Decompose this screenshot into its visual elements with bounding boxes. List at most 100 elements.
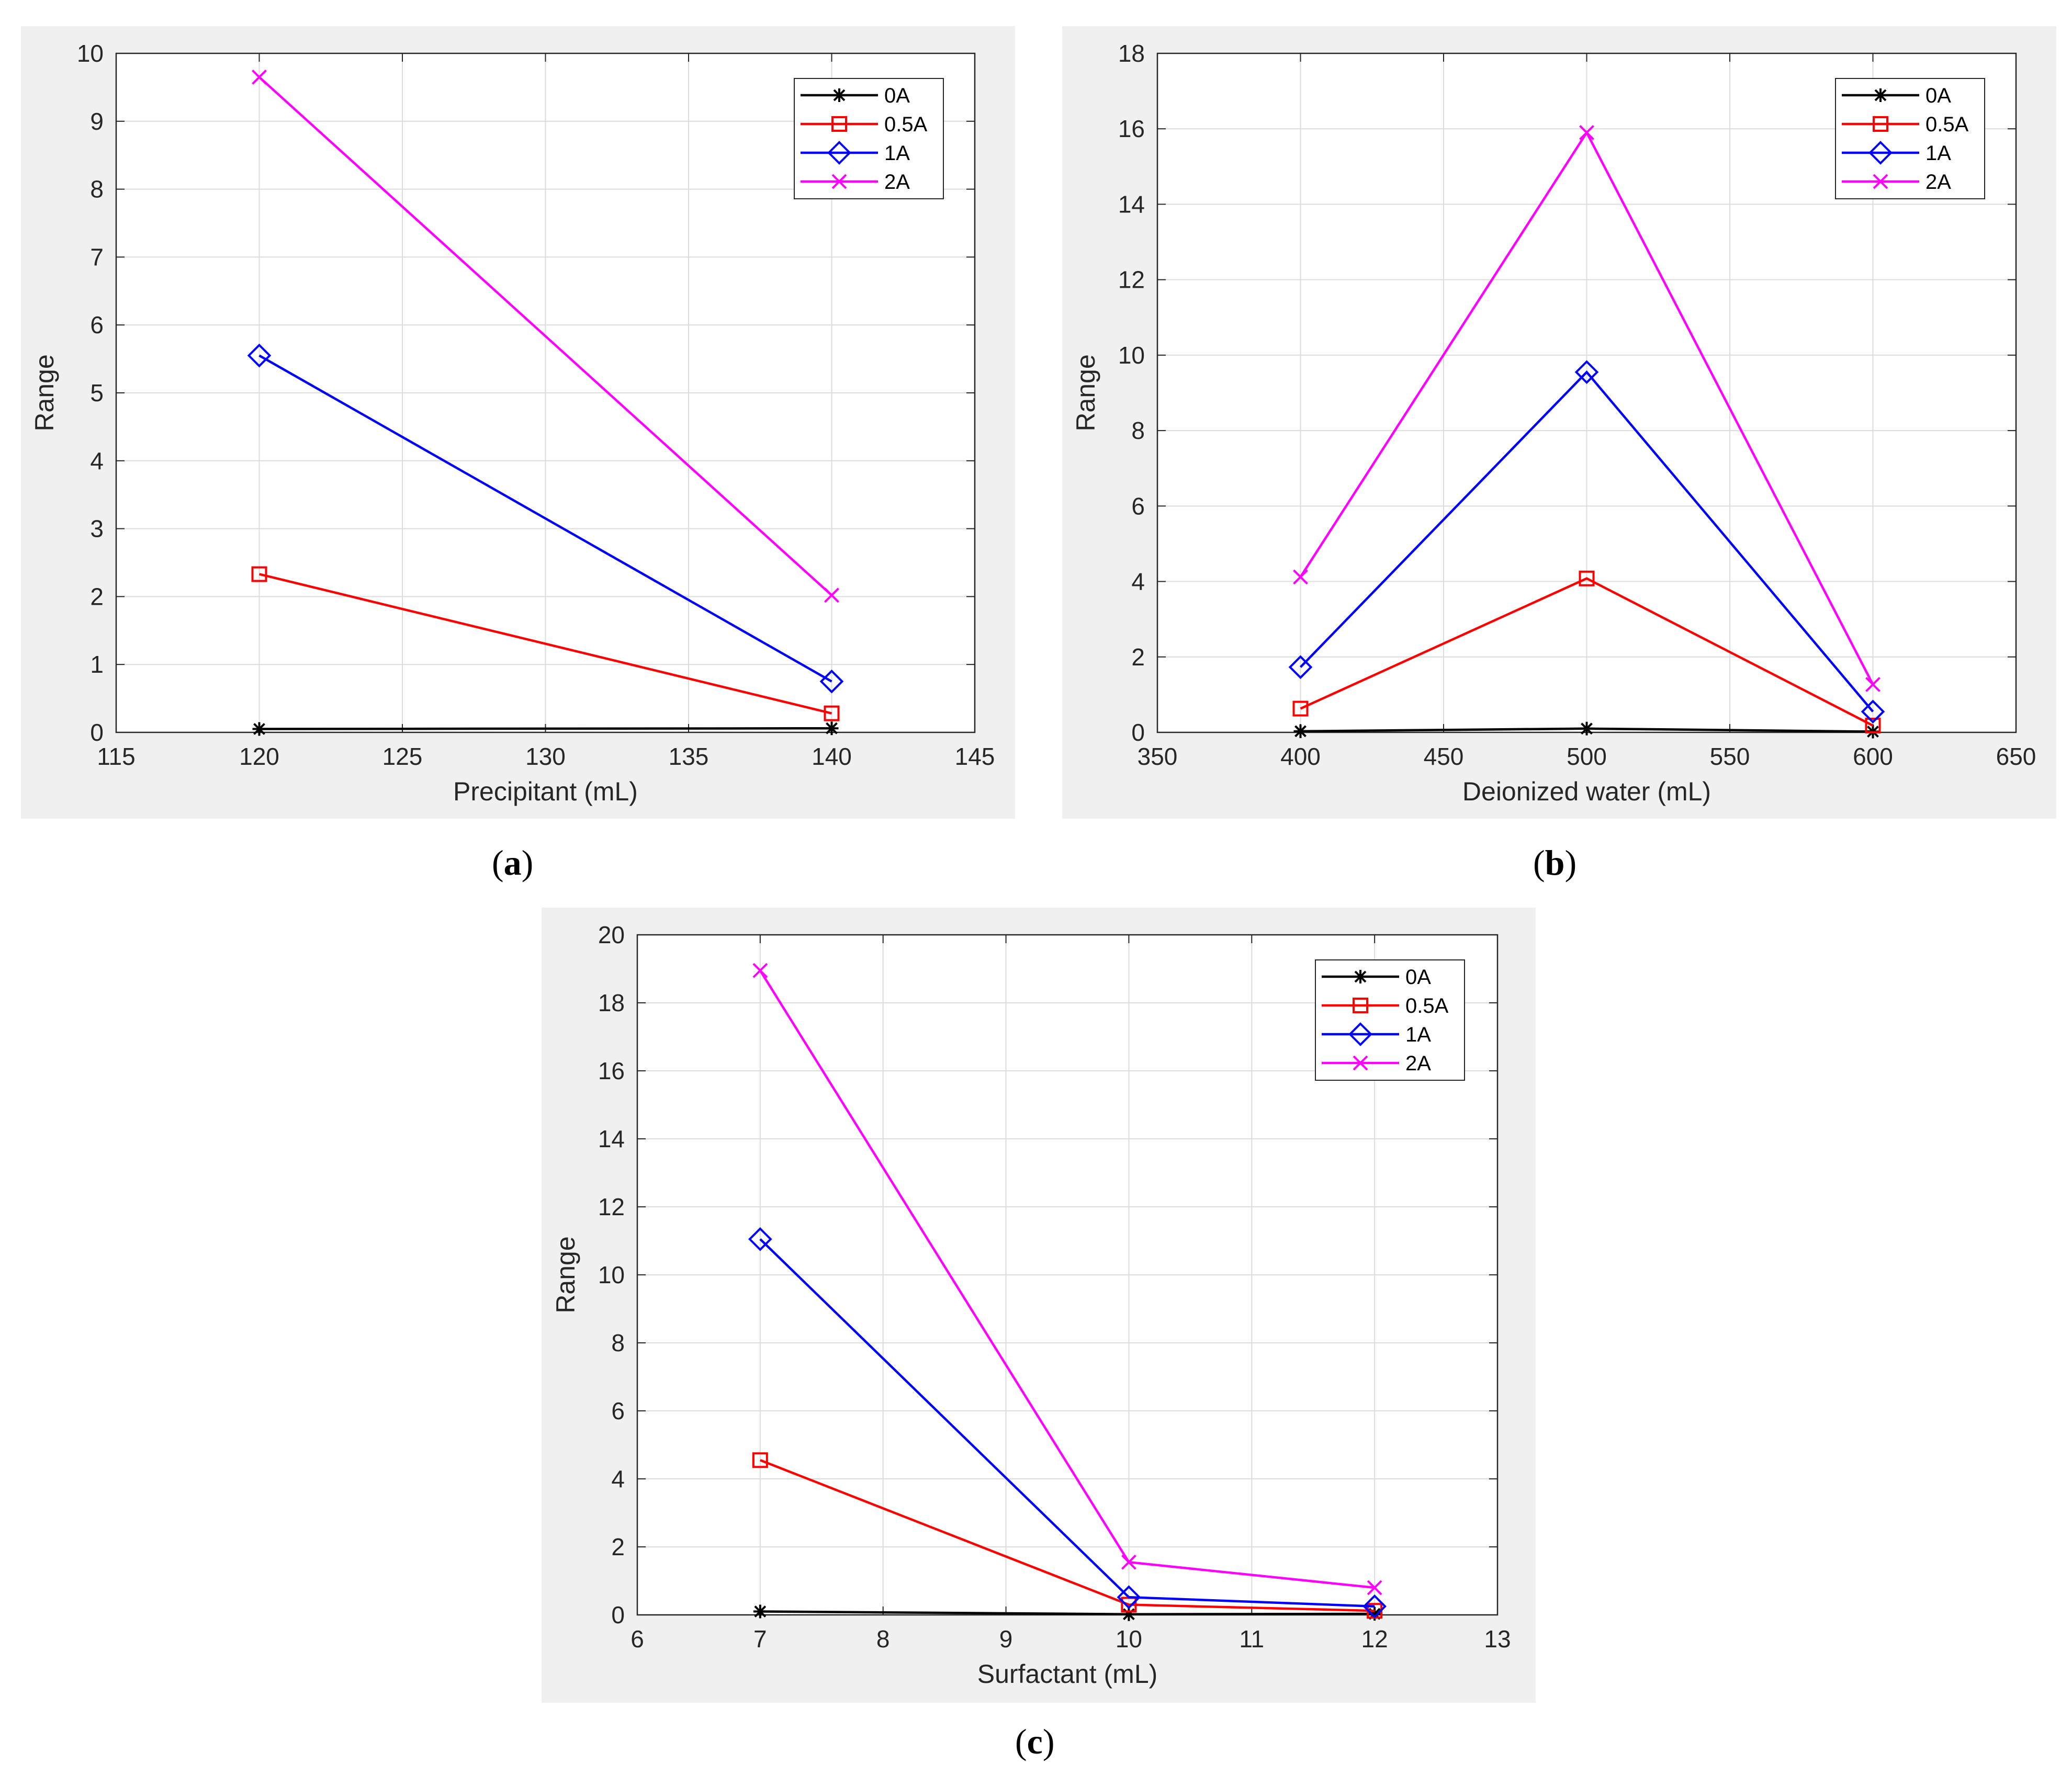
data-point xyxy=(1121,1554,1136,1570)
y-tick-label: 12 xyxy=(1118,266,1145,293)
series-0-5A xyxy=(1292,570,1881,734)
series-line xyxy=(759,1238,1375,1608)
data-point xyxy=(753,1604,767,1619)
x-tick-label: 400 xyxy=(1280,743,1321,770)
y-tick-label: 14 xyxy=(598,1125,625,1152)
y-tick-label: 8 xyxy=(90,176,104,203)
y-tick-label: 8 xyxy=(611,1329,625,1356)
x-tick-label: 13 xyxy=(1484,1625,1511,1653)
y-tick-label: 10 xyxy=(77,40,104,67)
caption-b: (b) xyxy=(1533,843,1577,883)
legend-marker xyxy=(832,88,846,102)
y-axis-label: Range xyxy=(551,1236,580,1313)
data-point xyxy=(1579,125,1594,140)
series-2A xyxy=(252,70,839,603)
y-tick-label: 10 xyxy=(598,1261,625,1288)
x-tick-label: 9 xyxy=(999,1625,1013,1653)
data-point xyxy=(1580,721,1594,736)
data-point xyxy=(824,705,840,721)
x-tick-label: 10 xyxy=(1116,1625,1142,1653)
data-point xyxy=(748,1227,772,1251)
legend-label: 2A xyxy=(1925,171,1951,194)
series-2A xyxy=(752,963,1382,1596)
ticks: 350 400 450 500 550 600 650 0 2 4 6 8 10 12 14 16 18 xyxy=(1118,40,2036,770)
series-line xyxy=(760,1459,1375,1612)
legend-label: 2A xyxy=(884,171,910,194)
y-tick-label: 20 xyxy=(598,921,625,948)
legend-marker xyxy=(1353,998,1368,1013)
x-tick-label: 7 xyxy=(753,1625,767,1653)
series-2A xyxy=(1293,125,1880,692)
legend-marker xyxy=(1354,970,1367,983)
x-tick-label: 550 xyxy=(1710,743,1750,770)
y-axis-label: Range xyxy=(30,354,59,431)
data-point xyxy=(1367,1580,1382,1596)
x-tick-label: 140 xyxy=(812,743,852,770)
y-tick-label: 5 xyxy=(90,379,104,406)
data-point xyxy=(1574,360,1599,384)
x-tick-label: 450 xyxy=(1424,743,1464,770)
series-1A xyxy=(1288,360,1885,724)
legend-box xyxy=(794,78,944,199)
legend-label: 1A xyxy=(1925,142,1951,165)
legend-marker xyxy=(1868,141,1893,165)
legend-marker xyxy=(1873,116,1888,132)
series-1A xyxy=(748,1227,1387,1619)
legend-marker xyxy=(1873,174,1888,189)
ticks: 6 7 8 9 10 11 12 13 0 2 4 6 8 10 12 14 16 18 20 xyxy=(598,921,1511,1653)
y-tick-label: 6 xyxy=(611,1397,625,1424)
data-point xyxy=(1288,655,1313,680)
data-point xyxy=(1292,700,1309,717)
series-line xyxy=(259,727,832,730)
y-tick-label: 18 xyxy=(598,989,625,1016)
caption-b-letter: b xyxy=(1545,843,1565,883)
y-tick-label: 9 xyxy=(90,108,104,135)
y-tick-label: 2 xyxy=(1131,643,1145,671)
legend-marker xyxy=(1353,1055,1368,1071)
y-tick-label: 0 xyxy=(611,1601,625,1628)
x-tick-label: 125 xyxy=(382,743,423,770)
data-point xyxy=(252,70,267,85)
y-tick-label: 6 xyxy=(90,311,104,338)
legend-marker xyxy=(831,174,847,189)
x-tick-label: 130 xyxy=(525,743,566,770)
data-point xyxy=(1865,677,1880,692)
y-tick-label: 3 xyxy=(90,515,104,542)
y-tick-label: 4 xyxy=(611,1465,625,1492)
y-tick-label: 1 xyxy=(90,651,104,678)
series-0A xyxy=(252,721,839,736)
x-tick-label: 12 xyxy=(1361,1625,1388,1653)
x-axis-label: Surfactant (mL) xyxy=(977,1659,1158,1689)
legend-label: 0A xyxy=(1925,84,1951,107)
y-tick-label: 8 xyxy=(1131,417,1145,444)
y-tick-label: 14 xyxy=(1118,190,1145,218)
data-point xyxy=(1117,1585,1141,1610)
data-point xyxy=(1293,569,1308,585)
x-tick-label: 6 xyxy=(630,1625,644,1653)
y-tick-label: 2 xyxy=(611,1533,625,1560)
legend-marker xyxy=(1874,88,1887,102)
x-axis-label: Precipitant (mL) xyxy=(453,777,638,806)
legend-label: 0A xyxy=(884,84,910,107)
legend: 0A 0.5A 1A 2A xyxy=(794,78,944,199)
y-tick-label: 0 xyxy=(90,719,104,746)
caption-a: (a) xyxy=(492,843,534,883)
y-tick-label: 16 xyxy=(598,1057,625,1084)
legend-marker xyxy=(827,141,851,165)
data-point xyxy=(1579,570,1595,586)
y-tick-label: 16 xyxy=(1118,115,1145,142)
x-tick-label: 600 xyxy=(1853,743,1893,770)
x-tick-label: 145 xyxy=(955,743,995,770)
data-point xyxy=(1861,699,1885,724)
x-tick-label: 500 xyxy=(1567,743,1607,770)
series-0A xyxy=(753,1604,1382,1621)
y-tick-label: 12 xyxy=(598,1193,625,1220)
legend-marker xyxy=(831,116,847,132)
data-point xyxy=(252,722,266,736)
x-tick-label: 8 xyxy=(876,1625,890,1653)
x-tick-label: 115 xyxy=(97,743,135,770)
data-point xyxy=(825,721,839,736)
caption-c-letter: c xyxy=(1027,1722,1043,1761)
